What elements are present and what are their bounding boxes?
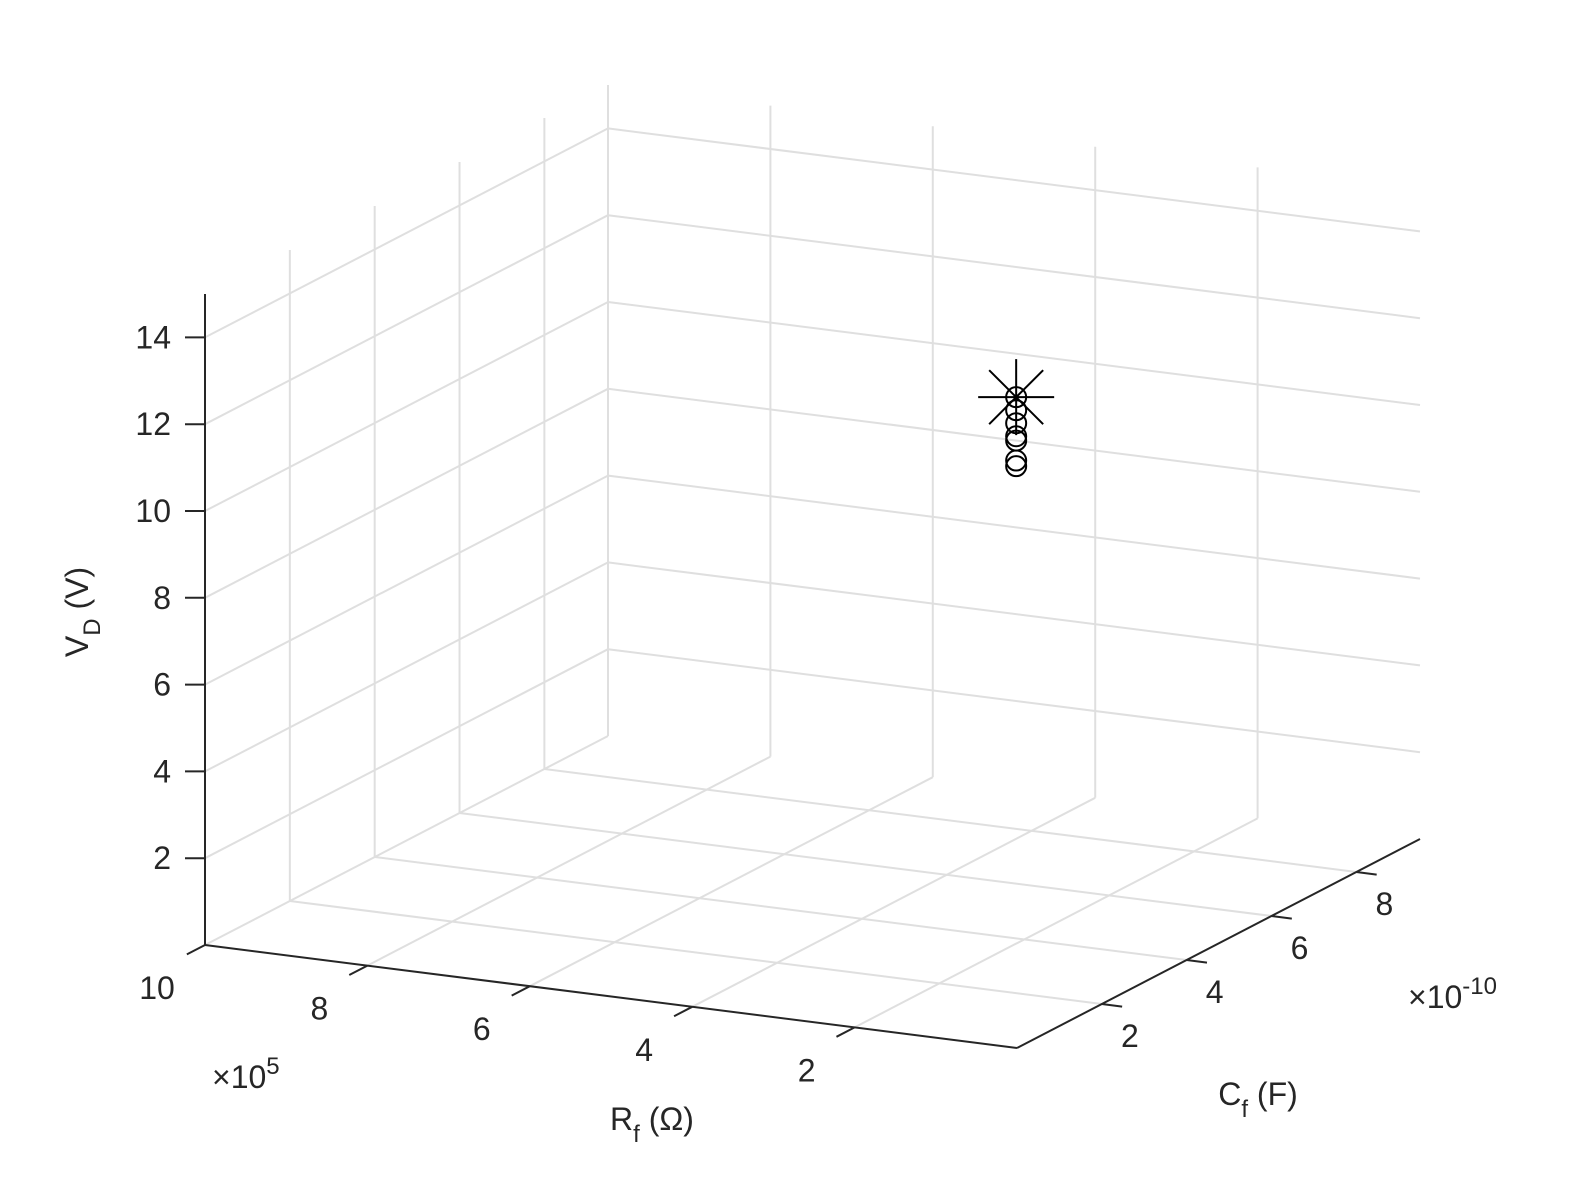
- z-tick-label: 4: [153, 753, 171, 789]
- y-tick: [1271, 915, 1292, 920]
- grid-line: [289, 900, 1102, 1005]
- x-tick-label: 10: [139, 970, 175, 1006]
- marks: [978, 359, 1055, 478]
- z-tick-label: 2: [153, 840, 171, 876]
- grid-line: [607, 648, 1421, 754]
- z-tick-label: 8: [153, 580, 171, 616]
- y-tick-label: 2: [1121, 1018, 1139, 1054]
- x-tick: [186, 944, 206, 956]
- y-axis-line: [1016, 838, 1421, 1049]
- z-label-suffix: (V): [59, 567, 95, 619]
- z-tick-label: 10: [135, 493, 171, 529]
- grid-line: [204, 648, 609, 860]
- grid-line: [529, 776, 934, 988]
- axes: 2 4 6 8 10 2 4 6 8 2 4 6 8 10 12 14: [135, 294, 1421, 1088]
- grid-line: [204, 387, 609, 599]
- grid-line: [204, 127, 609, 339]
- grid-line: [204, 474, 609, 686]
- grid-line: [544, 768, 1357, 873]
- data-point: [1005, 455, 1028, 478]
- data-point: [1005, 449, 1028, 472]
- z-label-sub: D: [79, 618, 106, 635]
- grid-line: [204, 301, 609, 512]
- y-tick-label: 4: [1206, 974, 1224, 1010]
- grid-line: [366, 755, 771, 967]
- data-point-star: [978, 359, 1055, 436]
- y-mult-base: ×10: [1408, 979, 1462, 1015]
- x-tick: [348, 964, 368, 976]
- grid-line: [459, 812, 1272, 917]
- grid-line: [204, 561, 609, 773]
- grid-line: [204, 735, 609, 946]
- grid-line: [204, 214, 609, 426]
- x-mult-base: ×10: [212, 1059, 266, 1095]
- grid-line: [607, 474, 1421, 580]
- grid-line: [854, 817, 1259, 1029]
- z-tick-label: 12: [135, 406, 171, 442]
- y-axis-label: Cf (F): [1218, 1076, 1298, 1123]
- y-label-sub: f: [1241, 1096, 1248, 1123]
- x-label-text: R: [610, 1101, 633, 1137]
- x-axis-line: [204, 944, 1018, 1049]
- x-mult-exp: 5: [266, 1053, 279, 1080]
- grid-line: [607, 127, 1421, 233]
- grid: [204, 85, 1421, 1029]
- y-tick-label: 8: [1375, 886, 1393, 922]
- grid-line: [607, 561, 1421, 667]
- grid-line: [607, 214, 1421, 320]
- x-tick-label: 6: [473, 1011, 491, 1047]
- y-tick: [1356, 871, 1377, 876]
- x-tick-label: 2: [798, 1052, 816, 1088]
- y-tick: [1101, 1003, 1123, 1008]
- z-axis-label: VD (V): [59, 567, 106, 657]
- x-multiplier: ×105: [212, 1053, 280, 1095]
- x-label-suffix: (Ω): [640, 1101, 694, 1137]
- z-tick-label: 14: [135, 319, 171, 355]
- y-tick-label: 6: [1291, 930, 1309, 966]
- grid-line: [691, 796, 1096, 1008]
- x-tick-label: 8: [311, 991, 329, 1027]
- x-tick: [511, 985, 531, 997]
- grid-line: [374, 856, 1187, 961]
- x-tick: [836, 1026, 856, 1038]
- x-tick-label: 4: [635, 1032, 653, 1068]
- y-label-suffix: (F): [1248, 1076, 1298, 1112]
- z-tick-label: 6: [153, 667, 171, 703]
- x-tick: [673, 1005, 693, 1018]
- y-label-text: C: [1218, 1076, 1241, 1112]
- z-label-text: V: [59, 635, 95, 657]
- x-axis-label: Rf (Ω): [610, 1101, 694, 1148]
- y-tick: [1186, 959, 1208, 964]
- y-multiplier: ×10-10: [1408, 973, 1497, 1015]
- grid-line: [607, 301, 1421, 406]
- x-label-sub: f: [633, 1121, 640, 1148]
- grid-line: [607, 387, 1421, 493]
- y-mult-exp: -10: [1462, 973, 1497, 1000]
